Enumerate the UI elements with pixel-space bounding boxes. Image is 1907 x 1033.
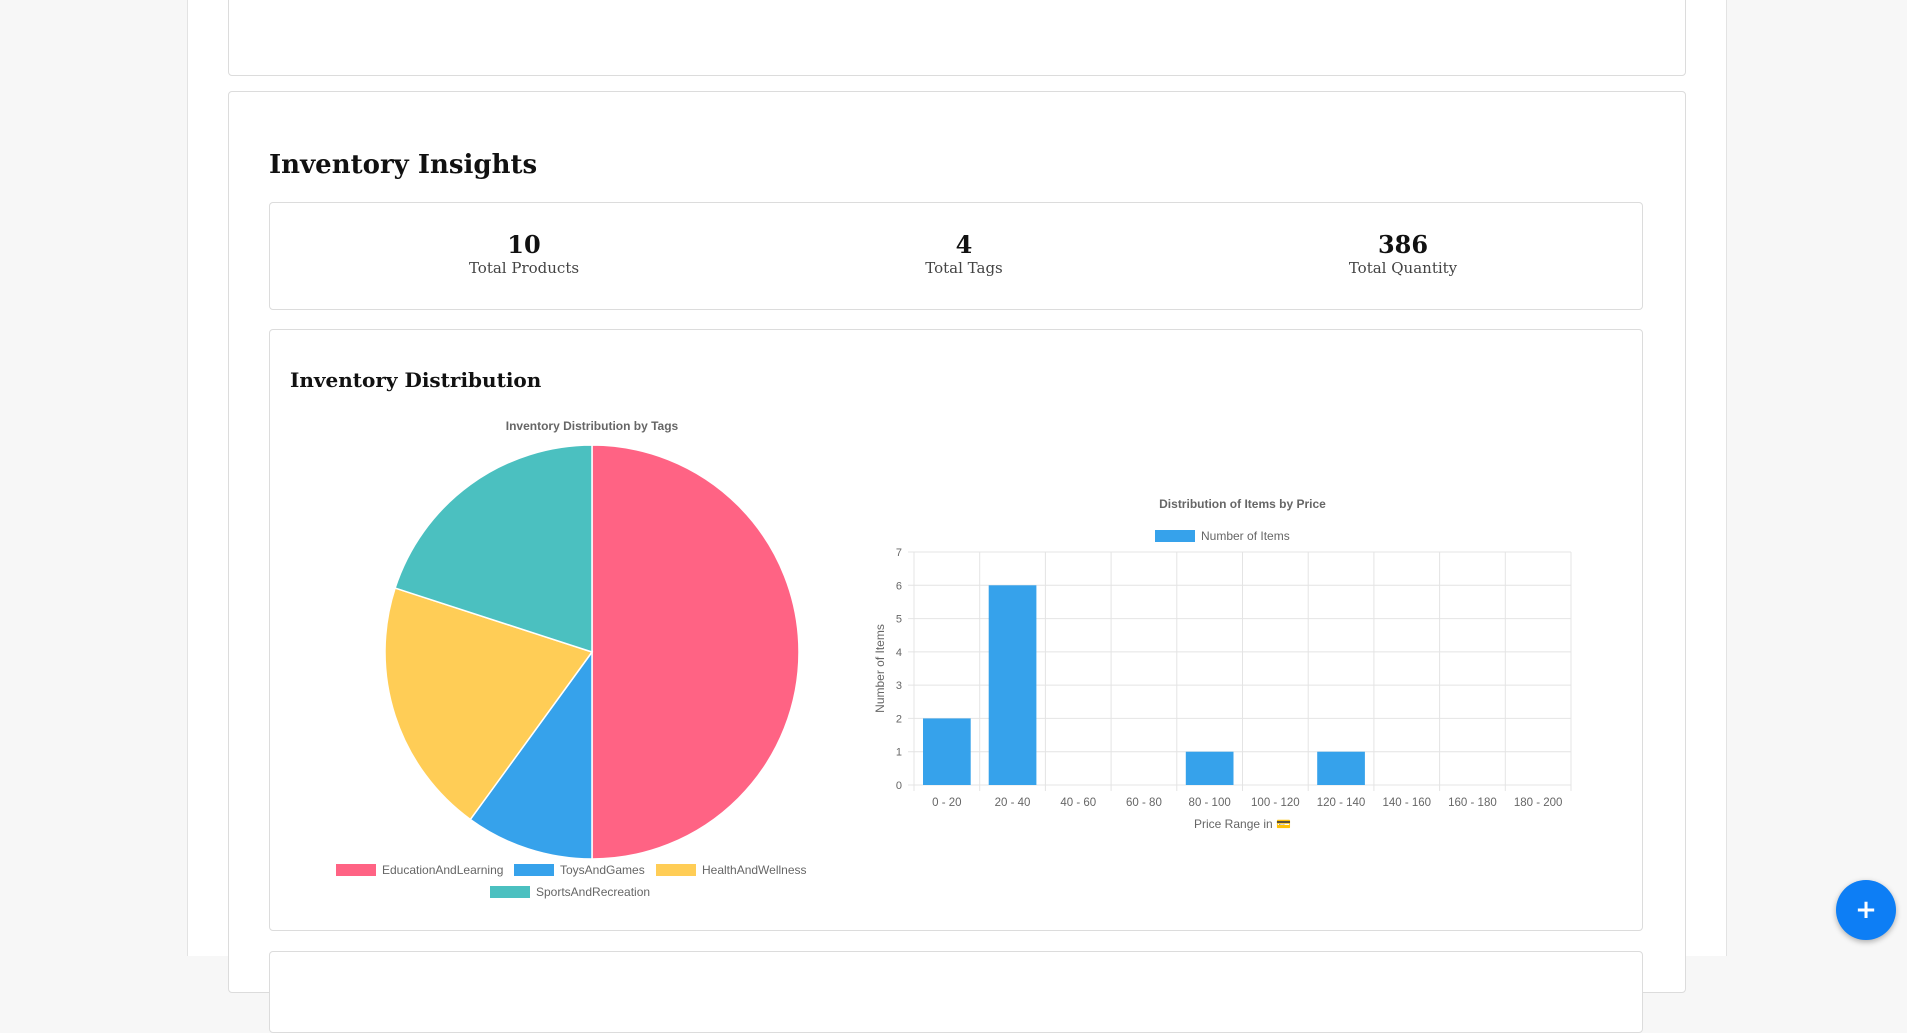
x-tick-label: 140 - 160 xyxy=(1382,797,1431,809)
pie-chart-title: Inventory Distribution by Tags xyxy=(506,419,679,433)
bar xyxy=(1317,751,1365,785)
y-tick-label: 7 xyxy=(896,547,902,559)
y-tick-label: 1 xyxy=(896,747,902,759)
bar xyxy=(1185,751,1234,785)
legend-label: Number of Items xyxy=(1201,529,1290,543)
y-tick-label: 2 xyxy=(896,713,902,725)
stat-label: Total Tags xyxy=(925,259,1003,277)
bar-chart: Distribution of Items by Price Number of … xyxy=(873,497,1572,831)
bar-chart-title: Distribution of Items by Price xyxy=(1159,497,1326,511)
stats-card: 10 Total Products 4 Total Tags 386 Total… xyxy=(269,202,1643,310)
bar xyxy=(988,585,1037,785)
y-tick-label: 4 xyxy=(896,647,902,659)
distribution-title: Inventory Distribution xyxy=(290,368,542,392)
stat-total-products: 10 Total Products xyxy=(374,230,674,278)
x-tick-label: 100 - 120 xyxy=(1251,797,1300,809)
pie-chart: Inventory Distribution by Tags EducationA… xyxy=(336,419,807,899)
stat-label: Total Quantity xyxy=(1348,259,1458,277)
legend-label: EducationAndLearning xyxy=(382,863,503,877)
x-axis-label: Price Range in 💳 xyxy=(1194,817,1291,831)
bar xyxy=(923,718,971,785)
pie-slice xyxy=(394,444,593,654)
legend-label: SportsAndRecreation xyxy=(536,885,650,899)
legend-swatch xyxy=(490,886,530,898)
stat-value: 4 xyxy=(955,230,973,259)
page-container: Inventory Insights 10 Total Products 4 T… xyxy=(187,0,1727,1033)
x-tick-label: 20 - 40 xyxy=(995,797,1031,809)
stat-label: Total Products xyxy=(468,259,580,277)
inventory-distribution-card: Inventory Distribution Inventory Distrib… xyxy=(269,329,1643,931)
legend-swatch xyxy=(336,864,376,876)
stat-total-quantity: 386 Total Quantity xyxy=(1253,230,1553,278)
stat-value: 10 xyxy=(507,230,541,259)
legend-label: HealthAndWellness xyxy=(702,863,807,877)
stat-value: 386 xyxy=(1377,230,1429,259)
legend-label: ToysAndGames xyxy=(560,863,645,877)
legend-swatch xyxy=(1155,530,1195,542)
x-tick-label: 80 - 100 xyxy=(1189,797,1231,809)
y-tick-label: 6 xyxy=(896,580,902,592)
x-tick-label: 120 - 140 xyxy=(1317,797,1366,809)
previous-section xyxy=(228,0,1686,76)
x-tick-label: 60 - 80 xyxy=(1126,797,1162,809)
legend-swatch xyxy=(514,864,554,876)
add-fab-button[interactable]: + xyxy=(1836,880,1896,940)
inventory-insights-section: Inventory Insights 10 Total Products 4 T… xyxy=(228,91,1686,1033)
next-section-card xyxy=(269,951,1643,1033)
y-axis-label: Number of Items xyxy=(873,624,887,713)
section-title: Inventory Insights xyxy=(269,150,538,180)
stat-total-tags: 4 Total Tags xyxy=(814,230,1114,278)
y-tick-label: 0 xyxy=(896,780,902,792)
x-tick-label: 180 - 200 xyxy=(1514,797,1563,809)
x-tick-label: 160 - 180 xyxy=(1448,797,1497,809)
pie-slice xyxy=(384,587,594,821)
x-tick-label: 0 - 20 xyxy=(932,797,961,809)
pie-slice xyxy=(591,444,800,860)
legend-swatch xyxy=(656,864,696,876)
plus-icon: + xyxy=(1855,895,1877,925)
pie-slice xyxy=(469,649,593,860)
x-tick-label: 40 - 60 xyxy=(1060,797,1096,809)
y-tick-label: 3 xyxy=(896,680,902,692)
y-tick-label: 5 xyxy=(896,614,902,626)
